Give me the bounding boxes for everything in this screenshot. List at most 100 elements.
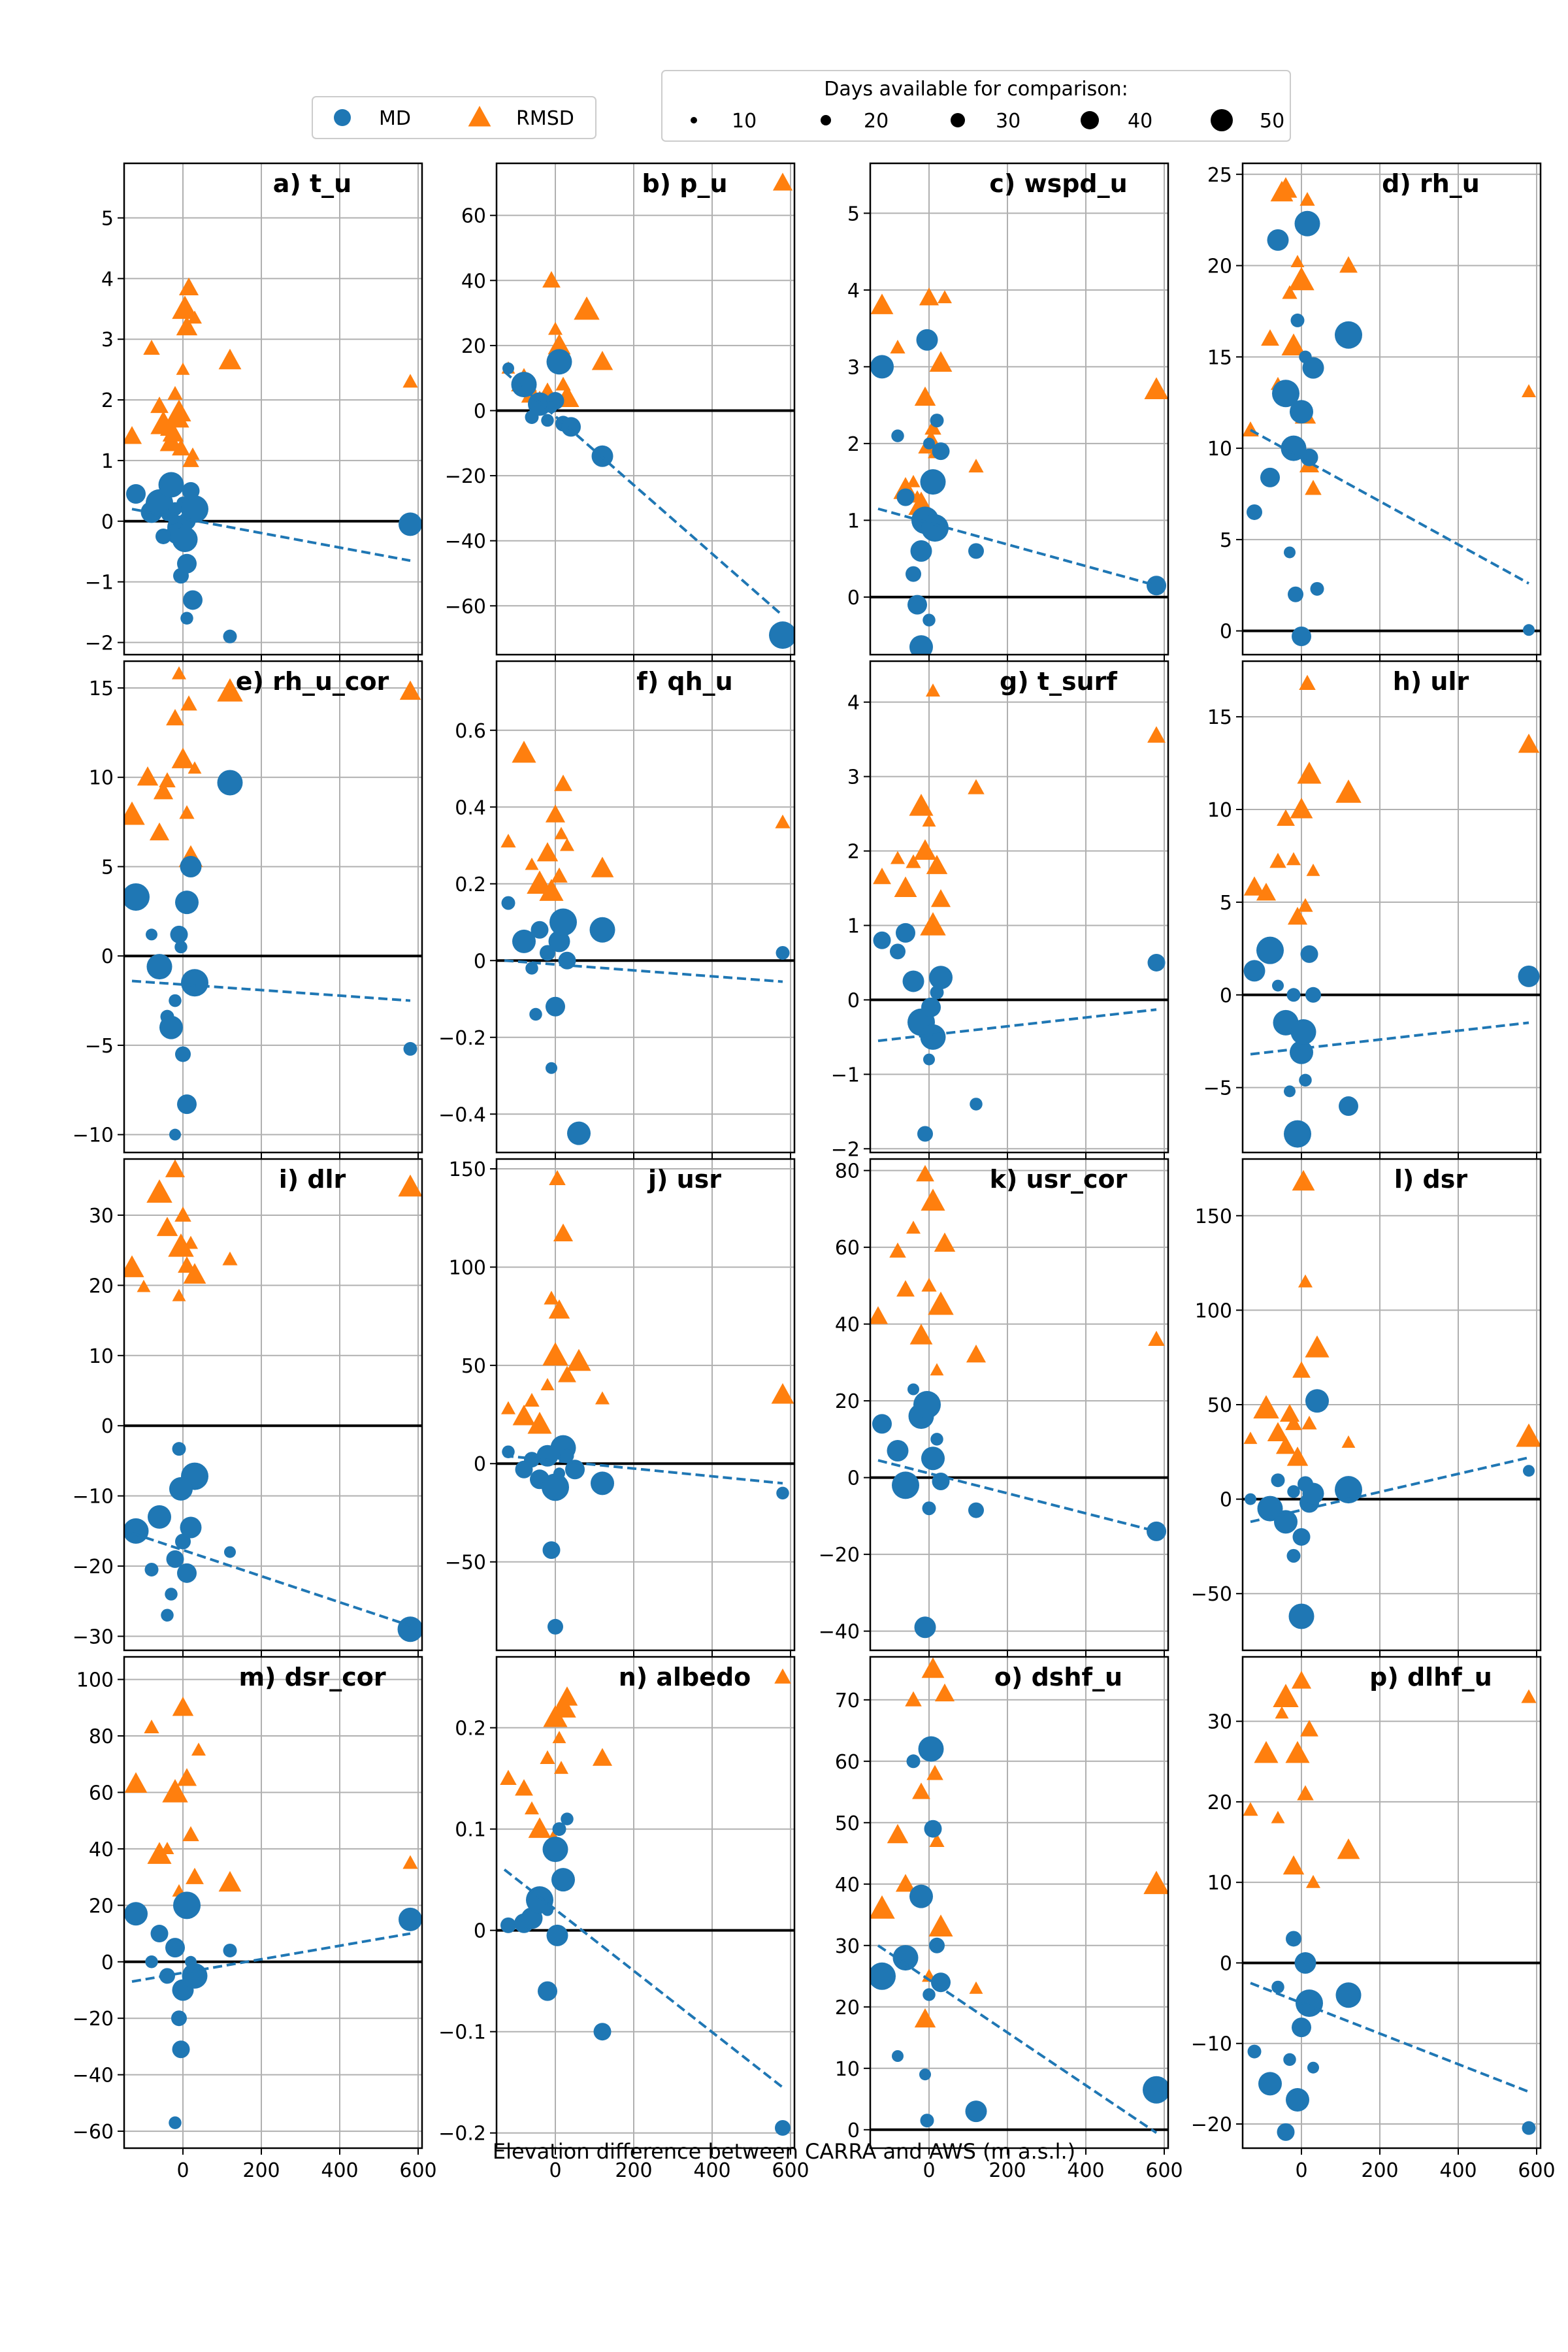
rmsd-point xyxy=(930,1363,944,1376)
rmsd-point xyxy=(914,2008,936,2028)
md-point xyxy=(1305,987,1321,1003)
rmsd-point xyxy=(176,362,190,375)
md-point xyxy=(567,1121,591,1145)
md-point xyxy=(1296,1989,1323,2017)
md-point xyxy=(223,629,237,644)
x-tick-label: 0 xyxy=(1295,2159,1307,2182)
grid xyxy=(124,661,422,1152)
rmsd-point xyxy=(934,1683,955,1702)
md-point xyxy=(892,1945,919,1971)
md-point xyxy=(907,595,927,615)
rmsd-point xyxy=(896,1280,915,1297)
y-tick-label: 5 xyxy=(101,208,114,231)
md-point xyxy=(923,613,936,627)
md-point xyxy=(1147,953,1166,972)
rmsd-point xyxy=(906,474,921,487)
md-point xyxy=(1284,1085,1296,1098)
y-tick-label: 0 xyxy=(474,1920,486,1943)
md-point xyxy=(182,482,200,500)
rmsd-point xyxy=(921,1188,945,1211)
md-point xyxy=(907,1383,919,1396)
y-tick-label: 0 xyxy=(1220,621,1232,644)
markers xyxy=(500,1169,794,1635)
rmsd-point xyxy=(1285,1414,1302,1430)
md-point xyxy=(1272,979,1284,992)
md-point xyxy=(145,1955,158,1968)
rmsd-point xyxy=(920,912,946,936)
panel-n: −0.2 −0.1 0 0.1 0.2 0 200 400 600 n) albedo xyxy=(438,1656,809,2182)
md-point xyxy=(930,414,944,428)
md-point xyxy=(922,1501,936,1516)
md-point xyxy=(920,1024,946,1050)
md-point xyxy=(525,962,538,975)
rmsd-point xyxy=(124,1772,148,1793)
rmsd-point xyxy=(1301,1415,1317,1429)
md-point xyxy=(512,929,536,953)
axes-frame xyxy=(869,1656,1169,2149)
rmsd-point xyxy=(1267,1422,1289,1441)
md-point xyxy=(165,1588,178,1601)
md-point xyxy=(1260,467,1280,487)
md-point xyxy=(171,2010,187,2027)
md-point xyxy=(169,2116,182,2129)
grid xyxy=(124,1657,422,2148)
rmsd-point xyxy=(564,393,578,406)
md-point xyxy=(1286,2088,1309,2112)
md-point xyxy=(924,1820,942,1838)
rmsd-point xyxy=(187,310,203,324)
md-point xyxy=(919,2068,931,2081)
grid xyxy=(497,1159,794,1650)
x-tick-label: 0 xyxy=(549,2159,561,2182)
y-tick-label: 50 xyxy=(1207,1394,1232,1417)
rmsd-point xyxy=(591,350,613,370)
md-point xyxy=(529,1007,542,1021)
y-tick-label: 10 xyxy=(1207,438,1232,461)
md-point xyxy=(1286,1931,1301,1947)
x-axis-label: Elevation difference between CARRA and A… xyxy=(493,2139,1075,2164)
rmsd-point xyxy=(150,396,169,414)
rmsd-point xyxy=(553,1761,569,1774)
md-point xyxy=(540,945,555,961)
y-tick-label: 10 xyxy=(1207,799,1232,822)
rmsd-point xyxy=(1305,1335,1330,1358)
y-tick-label: −60 xyxy=(73,2121,114,2144)
y-tick-label: 4 xyxy=(847,280,860,302)
md-trend-line xyxy=(877,507,1157,587)
rmsd-point xyxy=(124,426,142,444)
rmsd-point xyxy=(913,839,937,860)
y-tick-label: 40 xyxy=(835,1314,860,1337)
md-point xyxy=(548,930,570,953)
rmsd-point xyxy=(524,1801,540,1815)
md-point xyxy=(909,635,933,655)
md-point xyxy=(891,429,904,442)
rmsd-point xyxy=(156,1217,178,1236)
rmsd-point xyxy=(218,1870,242,1892)
md-point xyxy=(565,1460,585,1480)
axes-frame xyxy=(123,1656,423,2149)
legend-series-frame xyxy=(312,96,596,139)
panel-title: f) qh_u xyxy=(636,667,732,696)
md-point xyxy=(917,1126,933,1142)
rmsd-point xyxy=(1335,779,1362,803)
markers xyxy=(124,666,421,1141)
panel-title: g) t_surf xyxy=(1000,667,1117,696)
rmsd-point xyxy=(159,1625,183,1647)
md-point xyxy=(403,1041,417,1056)
axes-frame xyxy=(123,162,423,656)
rmsd-point xyxy=(525,857,539,870)
md-point xyxy=(1243,960,1266,982)
legend-size-marker xyxy=(1081,111,1099,129)
md-point xyxy=(909,1884,933,1908)
md-point xyxy=(175,1533,191,1550)
axes-frame xyxy=(123,660,423,1154)
rmsd-point xyxy=(402,1855,418,1869)
rmsd-point xyxy=(1288,267,1315,291)
rmsd-point xyxy=(894,876,917,898)
y-tick-label: 100 xyxy=(449,1256,486,1279)
md-trend-line xyxy=(877,1459,1157,1533)
md-point xyxy=(170,925,188,943)
rmsd-point xyxy=(549,1169,566,1185)
md-point xyxy=(776,1486,789,1500)
x-tick-label: 400 xyxy=(693,2159,730,2182)
md-point xyxy=(541,414,554,427)
